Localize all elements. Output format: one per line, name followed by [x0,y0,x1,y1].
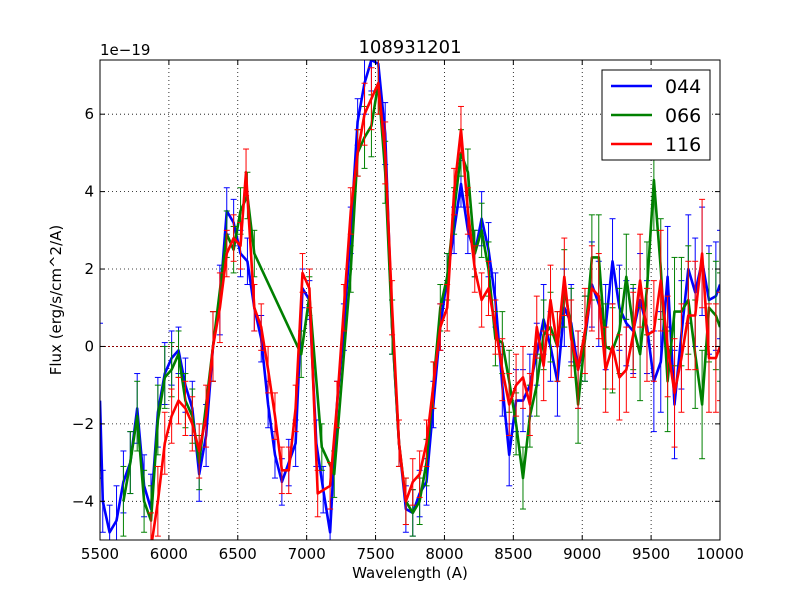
series-line-116 [150,81,720,540]
axis-ticks: 5500 6000 6500 7000 7500 8000 8500 9000 9500 1000… [72,60,744,563]
y-axis-label: Flux (erg/s/cm^2/A) [47,225,65,376]
x-tick-label: 10000 [696,545,744,563]
x-tick-label: 8000 [425,545,463,563]
y-tick-label: 4 [84,183,94,201]
x-tick-label: 9000 [563,545,601,563]
series-116 [147,60,720,540]
y-tick-label: 2 [84,260,94,278]
x-tick-label: 6500 [219,545,257,563]
x-tick-label: 9500 [632,545,670,563]
x-tick-label: 8500 [494,545,532,563]
x-tick-label: 7000 [288,545,326,563]
y-tick-label: −4 [72,492,94,510]
y-tick-label: −2 [72,415,94,433]
legend: 044 066 116 [601,69,711,161]
x-tick-label: 6000 [150,545,188,563]
legend-label-066: 066 [665,105,701,127]
series-group [100,60,720,540]
legend-label-116: 116 [665,134,701,156]
x-tick-label: 5500 [81,545,119,563]
legend-label-044: 044 [665,76,701,98]
x-tick-label: 7500 [356,545,394,563]
plot-frame [99,59,721,541]
y-tick-label: 0 [84,337,94,355]
y-tick-label: 6 [84,105,94,123]
chart-title: 108931201 [358,37,461,58]
series-line-044 [100,60,720,534]
y-axis-offset-text: 1e−19 [100,41,150,59]
x-axis-label: Wavelength (A) [352,564,468,582]
